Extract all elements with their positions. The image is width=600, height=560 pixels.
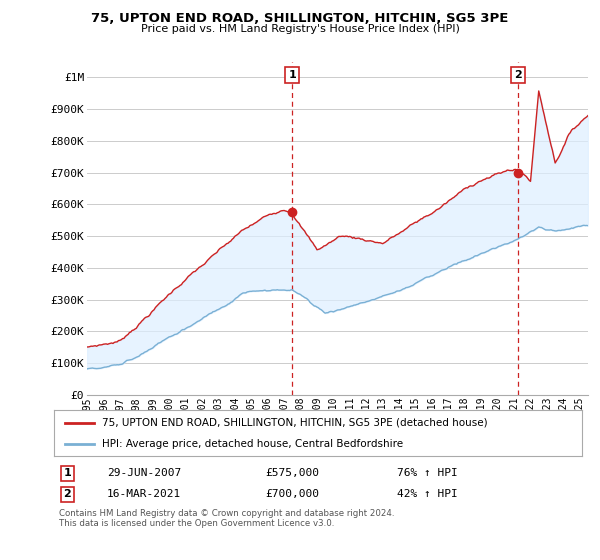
Text: HPI: Average price, detached house, Central Bedfordshire: HPI: Average price, detached house, Cent… [101, 439, 403, 449]
Text: 2: 2 [64, 489, 71, 499]
Text: 29-JUN-2007: 29-JUN-2007 [107, 468, 181, 478]
Text: 2: 2 [514, 70, 521, 80]
Text: 16-MAR-2021: 16-MAR-2021 [107, 489, 181, 499]
Text: 1: 1 [64, 468, 71, 478]
Text: 75, UPTON END ROAD, SHILLINGTON, HITCHIN, SG5 3PE (detached house): 75, UPTON END ROAD, SHILLINGTON, HITCHIN… [101, 418, 487, 428]
Text: £700,000: £700,000 [265, 489, 319, 499]
Text: 75, UPTON END ROAD, SHILLINGTON, HITCHIN, SG5 3PE: 75, UPTON END ROAD, SHILLINGTON, HITCHIN… [91, 12, 509, 25]
Text: Price paid vs. HM Land Registry's House Price Index (HPI): Price paid vs. HM Land Registry's House … [140, 24, 460, 34]
Text: 42% ↑ HPI: 42% ↑ HPI [397, 489, 458, 499]
Text: Contains HM Land Registry data © Crown copyright and database right 2024.
This d: Contains HM Land Registry data © Crown c… [59, 509, 395, 529]
Text: £575,000: £575,000 [265, 468, 319, 478]
Text: 1: 1 [288, 70, 296, 80]
Text: 76% ↑ HPI: 76% ↑ HPI [397, 468, 458, 478]
